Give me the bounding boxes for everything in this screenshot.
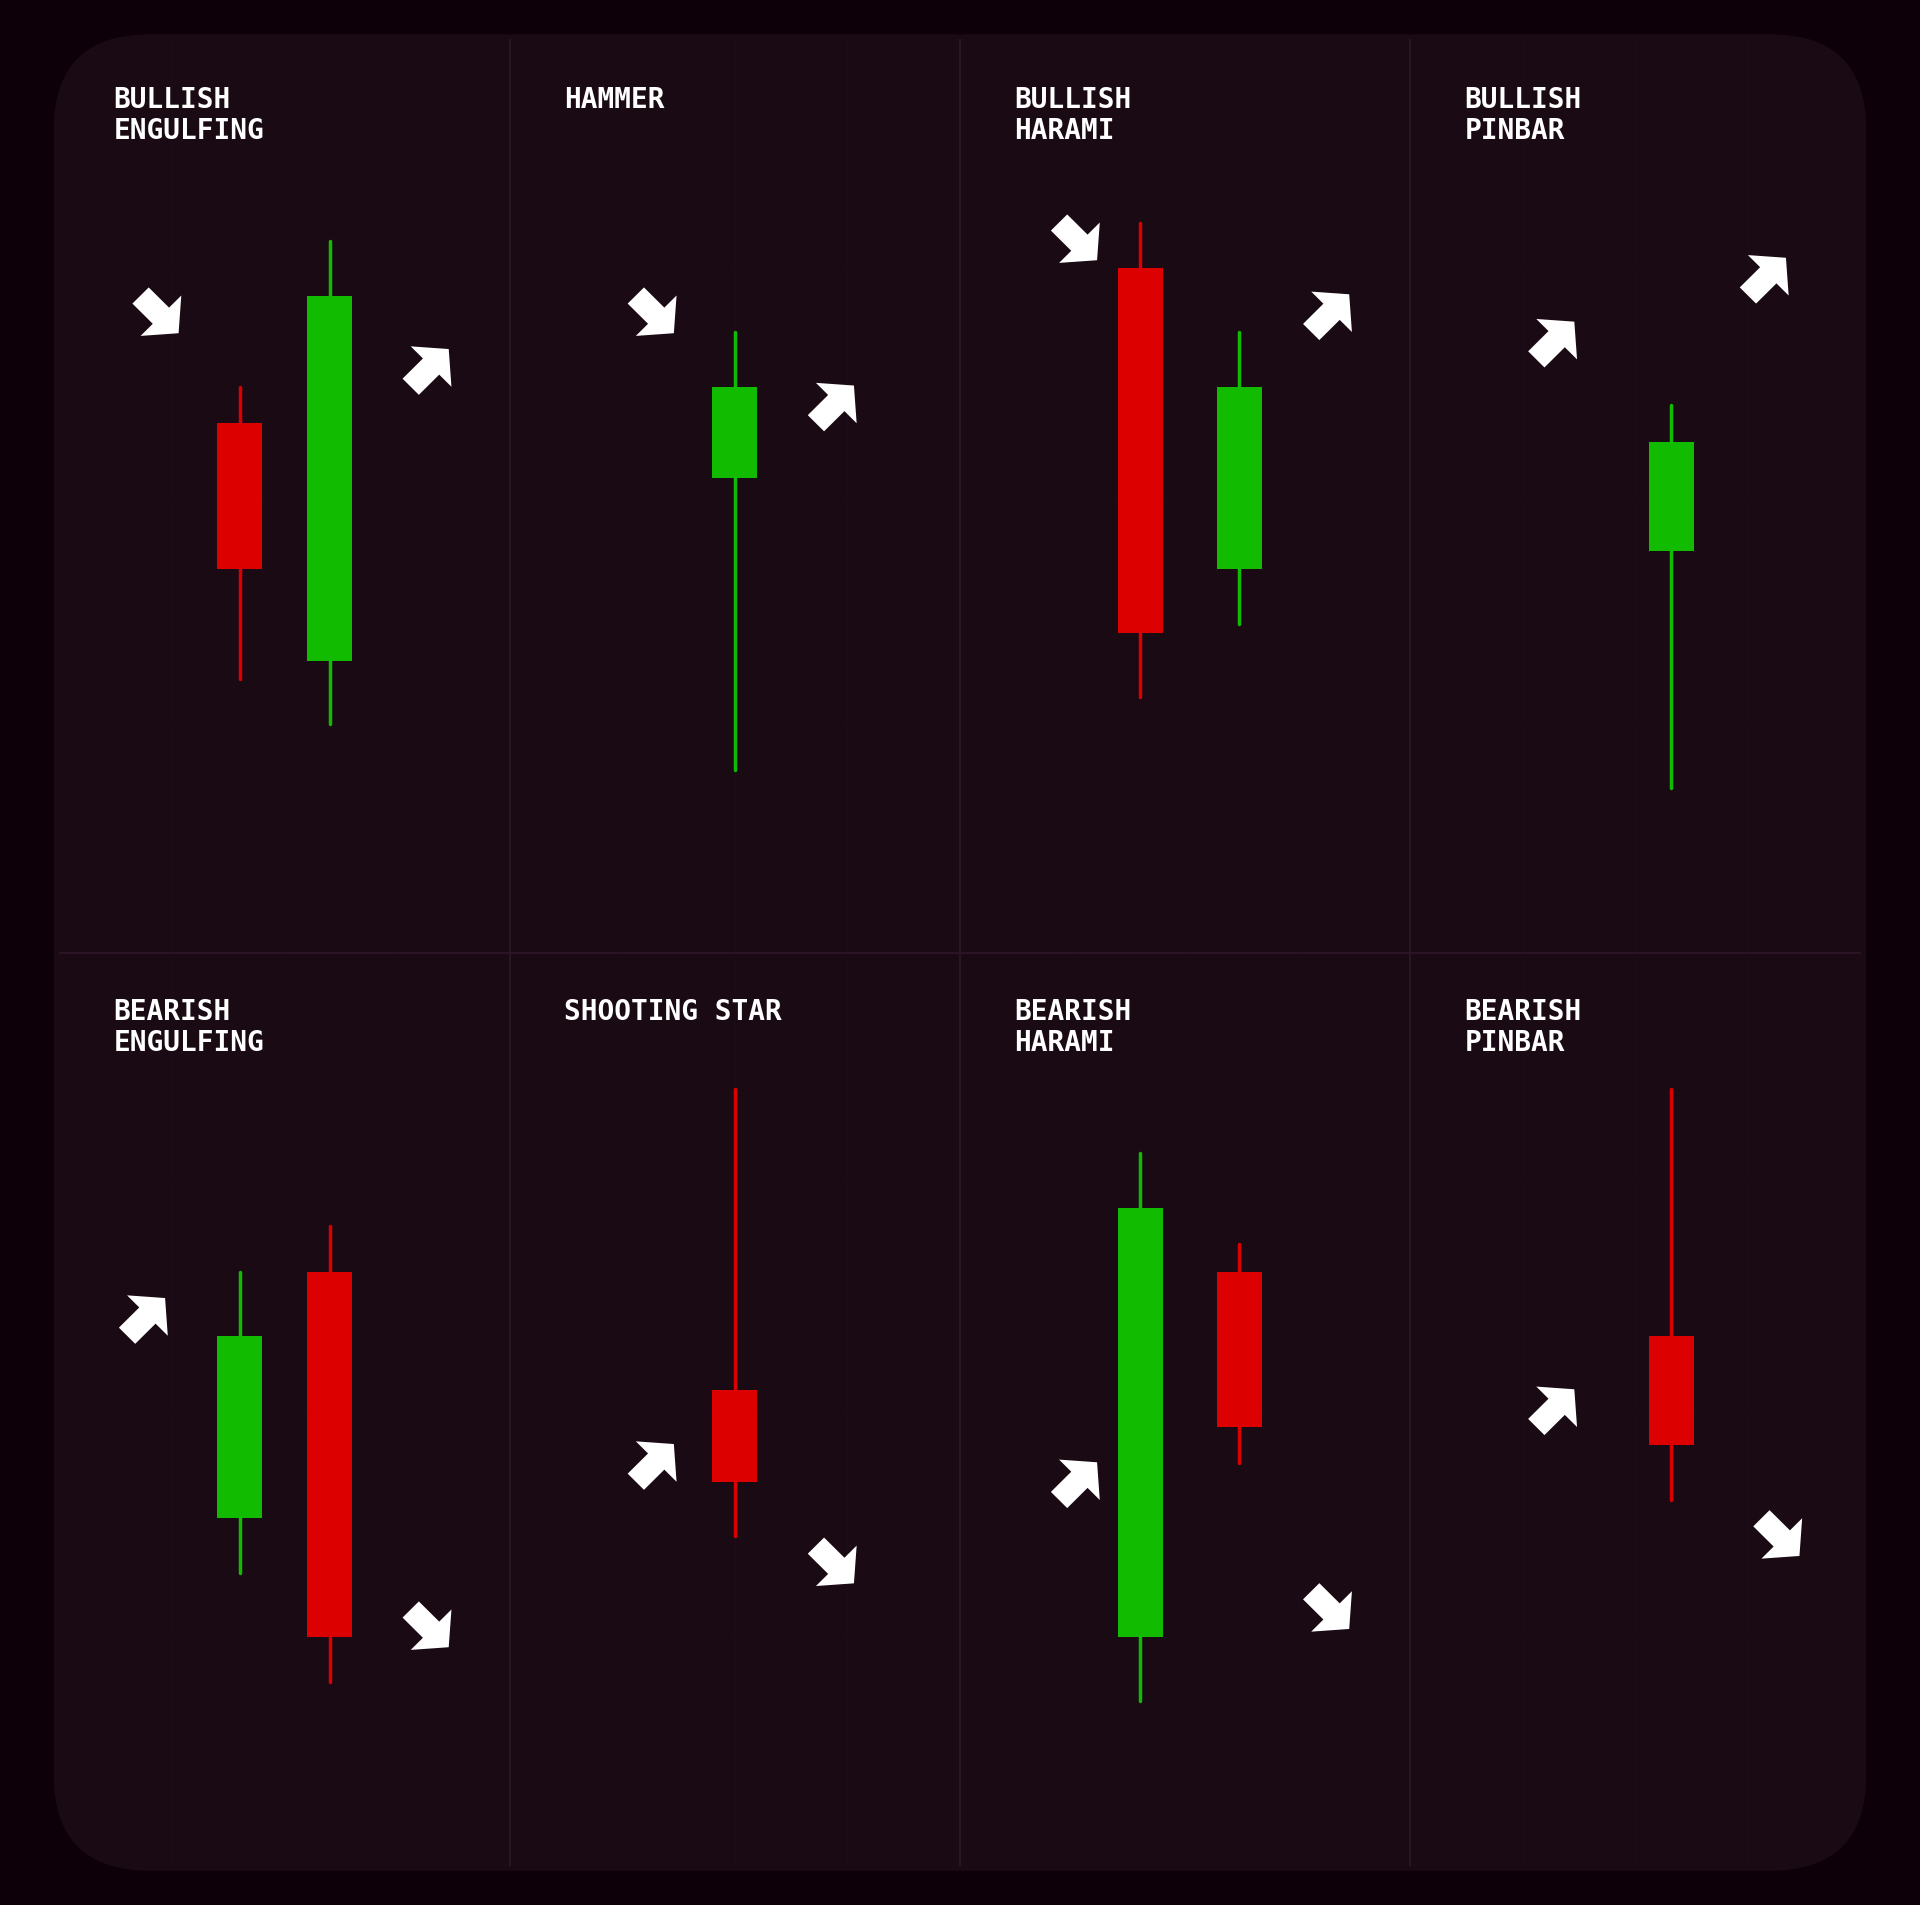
Polygon shape bbox=[403, 347, 451, 394]
Bar bbox=[1117, 269, 1164, 632]
Polygon shape bbox=[808, 1537, 856, 1587]
Text: BULLISH
PINBAR: BULLISH PINBAR bbox=[1465, 86, 1582, 145]
Polygon shape bbox=[1528, 1387, 1576, 1434]
Bar bbox=[307, 295, 351, 661]
FancyBboxPatch shape bbox=[54, 34, 1866, 1871]
Polygon shape bbox=[1753, 1511, 1803, 1558]
Bar bbox=[712, 1391, 756, 1482]
Bar bbox=[1649, 1335, 1693, 1446]
Text: SHOOTING STAR: SHOOTING STAR bbox=[564, 998, 781, 1027]
Bar bbox=[1117, 1208, 1164, 1636]
Polygon shape bbox=[403, 1602, 451, 1650]
Bar bbox=[307, 1273, 351, 1636]
Polygon shape bbox=[1050, 215, 1100, 263]
Bar bbox=[1217, 1273, 1261, 1427]
Text: BEARISH
HARAMI: BEARISH HARAMI bbox=[1014, 998, 1131, 1057]
Bar bbox=[217, 1335, 263, 1518]
Polygon shape bbox=[808, 383, 856, 431]
Text: BULLISH
HARAMI: BULLISH HARAMI bbox=[1014, 86, 1131, 145]
Polygon shape bbox=[1304, 291, 1352, 341]
Text: HAMMER: HAMMER bbox=[564, 86, 664, 114]
Polygon shape bbox=[628, 1442, 676, 1490]
Polygon shape bbox=[132, 288, 180, 335]
Polygon shape bbox=[628, 288, 676, 335]
Bar bbox=[1649, 442, 1693, 551]
Polygon shape bbox=[119, 1295, 167, 1343]
Text: BULLISH
ENGULFING: BULLISH ENGULFING bbox=[113, 86, 265, 145]
Bar bbox=[712, 387, 756, 478]
Polygon shape bbox=[1050, 1459, 1100, 1509]
Polygon shape bbox=[1740, 255, 1789, 303]
Polygon shape bbox=[1528, 318, 1576, 368]
Bar bbox=[217, 423, 263, 570]
Polygon shape bbox=[1304, 1583, 1352, 1633]
Bar bbox=[1217, 387, 1261, 570]
Text: BEARISH
ENGULFING: BEARISH ENGULFING bbox=[113, 998, 265, 1057]
Text: BEARISH
PINBAR: BEARISH PINBAR bbox=[1465, 998, 1582, 1057]
